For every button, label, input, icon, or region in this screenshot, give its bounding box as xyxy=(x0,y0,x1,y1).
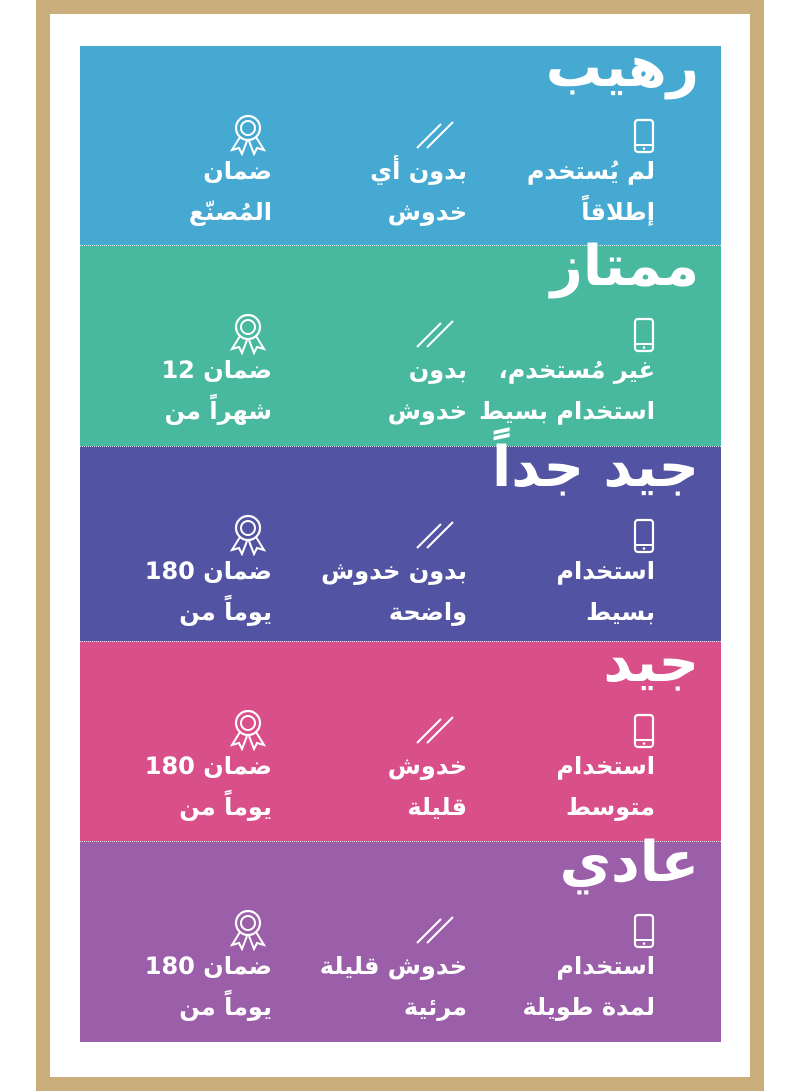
warranty-icon xyxy=(228,909,268,955)
grade-title: جيد xyxy=(603,630,699,695)
feature-text: مرئية xyxy=(403,993,467,1021)
scratch-icon xyxy=(415,518,455,554)
phone-icon xyxy=(633,518,655,558)
feature-text: خدوش xyxy=(387,397,467,425)
feature-text: استخدام xyxy=(556,557,655,585)
phone-icon xyxy=(633,713,655,753)
grade-section: جيد استخدام متوسط خدوش قليلة ضمان 180 يوماً من xyxy=(80,635,721,841)
feature-text: استخدام xyxy=(556,952,655,980)
feature-text: المُصنّع xyxy=(188,198,272,226)
feature-text: شهراً من xyxy=(164,397,272,425)
phone-icon xyxy=(633,913,655,953)
feature-text: ضمان 180 xyxy=(144,752,272,780)
feature-text: يوماً من xyxy=(179,793,272,821)
grade-title: عادي xyxy=(559,830,699,895)
separator xyxy=(80,245,721,246)
feature-text: ضمان 180 xyxy=(144,557,272,585)
feature-text: ضمان xyxy=(203,157,272,185)
warranty-icon xyxy=(228,514,268,560)
feature-text: ضمان 12 xyxy=(161,356,272,384)
feature-text: استخدام xyxy=(556,752,655,780)
feature-text: خدوش xyxy=(387,198,467,226)
separator xyxy=(80,641,721,642)
feature-text: خدوش xyxy=(387,752,467,780)
feature-text: يوماً من xyxy=(179,598,272,626)
grade-section: رهيب لم يُستخدم إطلاقاً بدون أي خدوش ضمان المُ… xyxy=(80,46,721,245)
grade-title: رهيب xyxy=(545,46,699,100)
separator xyxy=(80,841,721,842)
feature-text: ضمان 180 xyxy=(144,952,272,980)
feature-text: غير مُستخدم، xyxy=(498,356,655,384)
scratch-icon xyxy=(415,913,455,949)
feature-text: بدون خدوش xyxy=(321,557,467,585)
feature-text: لم يُستخدم xyxy=(526,157,655,185)
grade-title: ممتاز xyxy=(550,234,699,299)
feature-text: قليلة xyxy=(407,793,467,821)
feature-text: بسيط xyxy=(586,598,655,626)
warranty-icon xyxy=(228,313,268,359)
scratch-icon xyxy=(415,118,455,154)
feature-text: واضحة xyxy=(388,598,467,626)
grade-section: جيد جداً استخدام بسيط بدون خدوش واضحة ضمان 18… xyxy=(80,440,721,641)
scratch-icon xyxy=(415,713,455,749)
feature-text: بدون أي xyxy=(370,157,467,185)
feature-text: يوماً من xyxy=(179,993,272,1021)
scratch-icon xyxy=(415,317,455,353)
feature-text: بدون xyxy=(408,356,467,384)
feature-text: خدوش قليلة xyxy=(319,952,467,980)
warranty-icon xyxy=(228,114,268,160)
phone-icon xyxy=(633,317,655,357)
feature-text: لمدة طويلة xyxy=(522,993,655,1021)
grade-title: جيد جداً xyxy=(492,435,699,500)
panel: رهيب لم يُستخدم إطلاقاً بدون أي خدوش ضمان المُ… xyxy=(80,46,721,1042)
feature-text: إطلاقاً xyxy=(581,198,655,226)
grade-section: عادي استخدام لمدة طويلة خدوش قليلة مرئية ضمان… xyxy=(80,835,721,1042)
feature-text: متوسط xyxy=(565,793,655,821)
grade-section: ممتاز غير مُستخدم، استخدام بسيط بدون خدوش ضما… xyxy=(80,239,721,446)
phone-icon xyxy=(633,118,655,158)
warranty-icon xyxy=(228,709,268,755)
feature-text: استخدام بسيط xyxy=(479,397,655,425)
separator xyxy=(80,446,721,447)
